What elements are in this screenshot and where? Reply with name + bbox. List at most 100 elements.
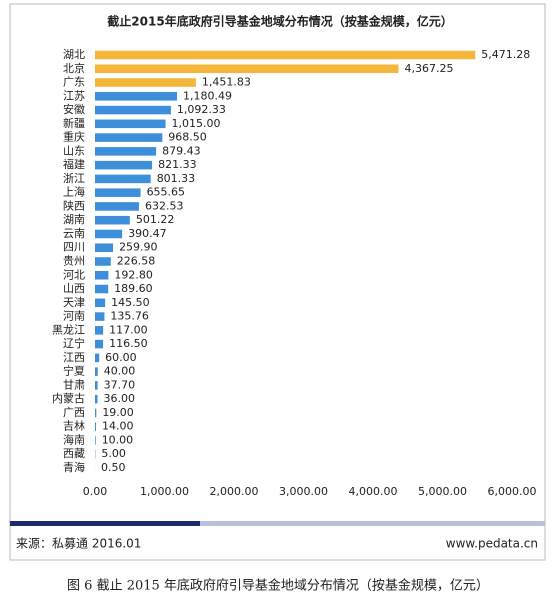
y-tick-label: 广东	[63, 76, 85, 89]
caption: 图 6 截止 2015 年底政府府引导基金地域分布情况（按基金规模，亿元）	[67, 578, 489, 594]
x-tick-label: 4,000.00	[349, 485, 398, 498]
value-label: 655.65	[147, 186, 186, 199]
bar	[95, 133, 162, 142]
bar	[95, 367, 98, 376]
value-label: 390.47	[128, 227, 167, 240]
y-tick-label: 北京	[63, 61, 85, 75]
bar	[95, 106, 171, 115]
band-light	[200, 521, 545, 526]
bar	[95, 188, 141, 197]
value-label: 10.00	[102, 433, 134, 446]
value-label: 36.00	[104, 392, 136, 405]
bar	[95, 216, 130, 225]
value-label: 632.53	[145, 199, 184, 212]
value-label: 226.58	[117, 255, 156, 268]
bar	[95, 230, 122, 239]
bar	[95, 354, 99, 363]
bar	[95, 51, 475, 60]
value-label: 1,451.83	[202, 76, 251, 89]
y-tick-label: 贵州	[63, 255, 85, 268]
y-tick-label: 内蒙古	[52, 391, 85, 405]
value-label: 19.00	[102, 406, 133, 419]
value-label: 14.00	[102, 420, 133, 433]
chart-title: 截止2015年底政府引导基金地域分布情况（按基金规模，亿元）	[107, 14, 452, 29]
value-label: 116.50	[109, 337, 147, 350]
y-tick-label: 辽宁	[63, 336, 85, 350]
y-tick-label: 山东	[63, 144, 85, 157]
bar	[95, 271, 108, 280]
bar	[95, 78, 196, 87]
website: www.pedata.cn	[446, 537, 538, 551]
bar	[95, 202, 139, 211]
value-label: 37.70	[104, 378, 136, 391]
bar	[95, 257, 111, 266]
value-label: 189.60	[114, 282, 153, 295]
value-label: 821.33	[158, 158, 197, 171]
x-tick-label: 0.00	[83, 485, 108, 498]
y-tick-label: 四川	[63, 241, 85, 254]
y-tick-label: 江西	[63, 351, 85, 364]
bar	[95, 147, 156, 156]
y-tick-label: 宁夏	[63, 364, 85, 378]
bar	[95, 340, 103, 349]
value-label: 968.50	[168, 131, 207, 144]
y-tick-label: 福建	[63, 157, 85, 171]
bar	[95, 64, 399, 73]
y-tick-label: 湖南	[63, 213, 85, 226]
y-tick-label: 吉林	[63, 419, 85, 433]
value-label: 145.50	[111, 296, 149, 309]
x-tick-label: 6,000.00	[488, 485, 537, 498]
bar	[95, 161, 152, 170]
y-tick-label: 云南	[63, 227, 85, 240]
value-label: 501.22	[136, 213, 175, 226]
bar	[95, 243, 113, 252]
y-tick-label: 青海	[63, 460, 85, 474]
y-tick-label: 安徽	[63, 102, 85, 116]
value-label: 40.00	[104, 365, 136, 378]
bar	[95, 299, 105, 308]
bar	[95, 175, 151, 184]
x-tick-label: 2,000.00	[210, 485, 259, 498]
y-tick-label: 湖北	[63, 48, 85, 61]
bar	[95, 120, 166, 129]
bar	[95, 381, 98, 390]
y-tick-label: 西藏	[63, 447, 85, 460]
y-tick-label: 上海	[63, 185, 85, 199]
value-label: 0.50	[101, 461, 126, 474]
bar	[95, 326, 103, 335]
value-label: 192.80	[114, 268, 153, 281]
bar	[95, 312, 104, 321]
value-label: 879.43	[162, 144, 201, 157]
value-label: 4,367.25	[405, 62, 454, 75]
band-dark	[10, 521, 200, 526]
y-tick-label: 黑龙江	[52, 323, 85, 336]
value-label: 135.76	[110, 310, 149, 323]
y-tick-label: 陕西	[63, 198, 85, 212]
frame	[10, 4, 545, 560]
value-label: 1,180.49	[183, 89, 232, 102]
x-tick-label: 5,000.00	[418, 485, 467, 498]
bar	[95, 409, 96, 418]
y-tick-label: 重庆	[63, 130, 85, 144]
value-label: 5.00	[101, 447, 126, 460]
value-label: 117.00	[109, 323, 148, 336]
x-tick-label: 3,000.00	[279, 485, 328, 498]
y-tick-label: 河北	[63, 268, 85, 281]
value-label: 60.00	[105, 351, 137, 364]
value-label: 801.33	[157, 172, 196, 185]
y-tick-label: 甘肃	[63, 378, 85, 391]
bar	[95, 92, 177, 101]
y-tick-label: 江苏	[63, 89, 85, 102]
y-tick-label: 新疆	[63, 116, 85, 130]
value-label: 1,092.33	[177, 103, 226, 116]
x-tick-label: 1,000.00	[140, 485, 189, 498]
y-tick-label: 广西	[63, 406, 85, 419]
y-tick-label: 河南	[63, 310, 85, 323]
value-label: 5,471.28	[481, 48, 530, 61]
y-tick-label: 浙江	[63, 172, 85, 185]
value-label: 259.90	[119, 241, 158, 254]
y-tick-label: 海南	[63, 432, 85, 446]
bar	[95, 422, 96, 431]
